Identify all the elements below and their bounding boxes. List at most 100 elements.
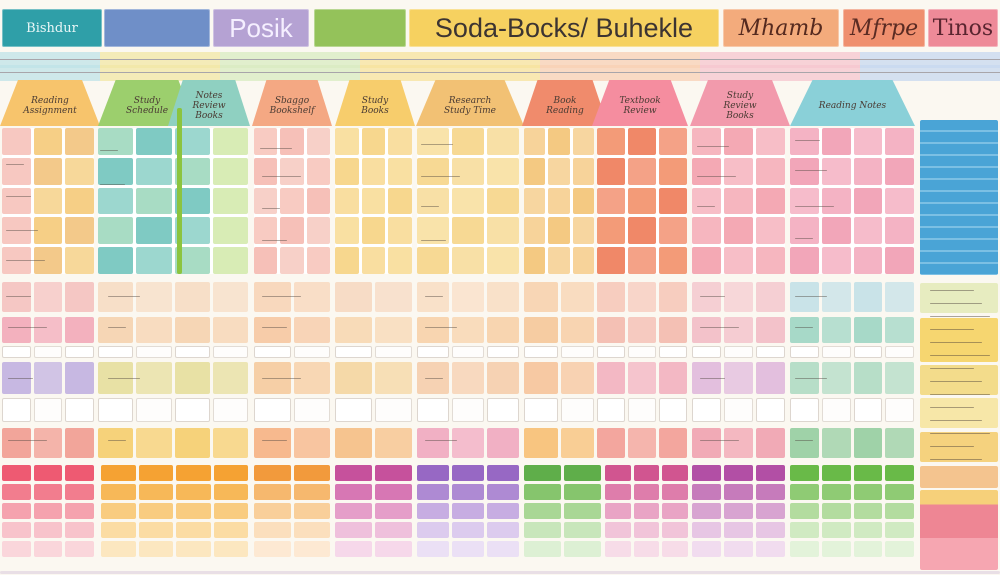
band-cell[interactable] bbox=[335, 346, 372, 358]
band-cell[interactable] bbox=[212, 428, 248, 458]
stack-cell[interactable] bbox=[487, 522, 519, 538]
stack-cell[interactable] bbox=[885, 541, 914, 557]
band-cell[interactable] bbox=[821, 398, 851, 422]
stack-cell[interactable] bbox=[101, 465, 136, 481]
stack-cell[interactable] bbox=[724, 503, 753, 519]
band-cell[interactable] bbox=[487, 317, 519, 343]
band-cell[interactable] bbox=[853, 282, 883, 312]
band-cell[interactable] bbox=[417, 428, 449, 458]
stack-cell[interactable] bbox=[487, 484, 519, 500]
grid-cell[interactable] bbox=[417, 187, 449, 215]
grid-cell[interactable] bbox=[280, 128, 304, 155]
stack-cell[interactable] bbox=[692, 503, 721, 519]
grid-cell[interactable] bbox=[853, 187, 883, 215]
header-tab-3[interactable]: Posik bbox=[213, 9, 309, 47]
band-cell[interactable] bbox=[136, 428, 172, 458]
band-cell[interactable] bbox=[375, 362, 412, 394]
grid-cell[interactable] bbox=[335, 217, 359, 245]
grid-cell[interactable] bbox=[572, 157, 594, 185]
stack-cell[interactable] bbox=[101, 484, 136, 500]
grid-cell[interactable] bbox=[597, 128, 625, 155]
grid-cell[interactable] bbox=[790, 157, 819, 185]
grid-cell[interactable] bbox=[136, 157, 172, 185]
stack-cell[interactable] bbox=[790, 484, 819, 500]
grid-cell[interactable] bbox=[597, 157, 625, 185]
stack-cell[interactable] bbox=[821, 522, 851, 538]
stack-cell[interactable] bbox=[662, 465, 688, 481]
stack-cell[interactable] bbox=[138, 522, 173, 538]
stack-cell[interactable] bbox=[821, 484, 851, 500]
stack-cell[interactable] bbox=[756, 541, 785, 557]
band-cell[interactable] bbox=[417, 398, 449, 422]
grid-cell[interactable] bbox=[885, 187, 914, 215]
grid-cell[interactable] bbox=[548, 157, 570, 185]
stack-cell[interactable] bbox=[375, 465, 412, 481]
grid-cell[interactable] bbox=[306, 128, 330, 155]
stack-cell[interactable] bbox=[853, 503, 883, 519]
grid-cell[interactable] bbox=[790, 247, 819, 274]
grid-cell[interactable] bbox=[724, 247, 753, 274]
stack-cell[interactable] bbox=[335, 541, 372, 557]
band-cell[interactable] bbox=[853, 428, 883, 458]
stack-cell[interactable] bbox=[33, 541, 63, 557]
band-cell[interactable] bbox=[293, 362, 330, 394]
grid-cell[interactable] bbox=[548, 247, 570, 274]
band-cell[interactable] bbox=[659, 398, 687, 422]
stack-cell[interactable] bbox=[293, 522, 330, 538]
band-cell[interactable] bbox=[885, 428, 914, 458]
band-cell[interactable] bbox=[136, 398, 172, 422]
band-cell[interactable] bbox=[254, 317, 291, 343]
sidebar-row-3[interactable] bbox=[920, 365, 998, 395]
band-cell[interactable] bbox=[821, 428, 851, 458]
stack-cell[interactable] bbox=[417, 484, 449, 500]
band-cell[interactable] bbox=[885, 398, 914, 422]
sidebar-row-4[interactable] bbox=[920, 398, 998, 428]
stack-cell[interactable] bbox=[452, 541, 484, 557]
grid-cell[interactable] bbox=[452, 157, 484, 185]
grid-cell[interactable] bbox=[280, 157, 304, 185]
band-cell[interactable] bbox=[375, 428, 412, 458]
grid-cell[interactable] bbox=[136, 217, 172, 245]
grid-cell[interactable] bbox=[2, 128, 31, 155]
band-cell[interactable] bbox=[335, 282, 372, 312]
grid-cell[interactable] bbox=[548, 128, 570, 155]
band-cell[interactable] bbox=[560, 346, 594, 358]
grid-cell[interactable] bbox=[597, 187, 625, 215]
band-cell[interactable] bbox=[692, 428, 721, 458]
stack-cell[interactable] bbox=[524, 465, 561, 481]
grid-cell[interactable] bbox=[756, 187, 785, 215]
band-cell[interactable] bbox=[136, 317, 172, 343]
stack-cell[interactable] bbox=[885, 503, 914, 519]
grid-cell[interactable] bbox=[136, 187, 172, 215]
stack-cell[interactable] bbox=[33, 522, 63, 538]
band-cell[interactable] bbox=[692, 282, 721, 312]
band-cell[interactable] bbox=[254, 346, 291, 358]
stack-cell[interactable] bbox=[662, 503, 688, 519]
grid-cell[interactable] bbox=[724, 128, 753, 155]
header-tab-8[interactable]: Tinos bbox=[928, 9, 998, 47]
stack-cell[interactable] bbox=[138, 465, 173, 481]
grid-cell[interactable] bbox=[724, 187, 753, 215]
grid-cell[interactable] bbox=[692, 187, 721, 215]
band-cell[interactable] bbox=[136, 362, 172, 394]
grid-cell[interactable] bbox=[524, 157, 546, 185]
stack-cell[interactable] bbox=[375, 484, 412, 500]
grid-cell[interactable] bbox=[821, 128, 851, 155]
grid-cell[interactable] bbox=[388, 247, 412, 274]
band-cell[interactable] bbox=[628, 428, 656, 458]
band-cell[interactable] bbox=[724, 362, 753, 394]
grid-cell[interactable] bbox=[254, 217, 278, 245]
stack-cell[interactable] bbox=[790, 465, 819, 481]
band-cell[interactable] bbox=[853, 398, 883, 422]
stack-cell[interactable] bbox=[633, 484, 660, 500]
band-cell[interactable] bbox=[98, 346, 134, 358]
band-cell[interactable] bbox=[293, 346, 330, 358]
stack-cell[interactable] bbox=[821, 465, 851, 481]
band-cell[interactable] bbox=[335, 317, 372, 343]
stack-cell[interactable] bbox=[335, 484, 372, 500]
grid-cell[interactable] bbox=[572, 247, 594, 274]
grid-cell[interactable] bbox=[524, 217, 546, 245]
header-tab-1[interactable]: Bishdur bbox=[2, 9, 102, 47]
grid-cell[interactable] bbox=[306, 157, 330, 185]
stack-cell[interactable] bbox=[692, 522, 721, 538]
